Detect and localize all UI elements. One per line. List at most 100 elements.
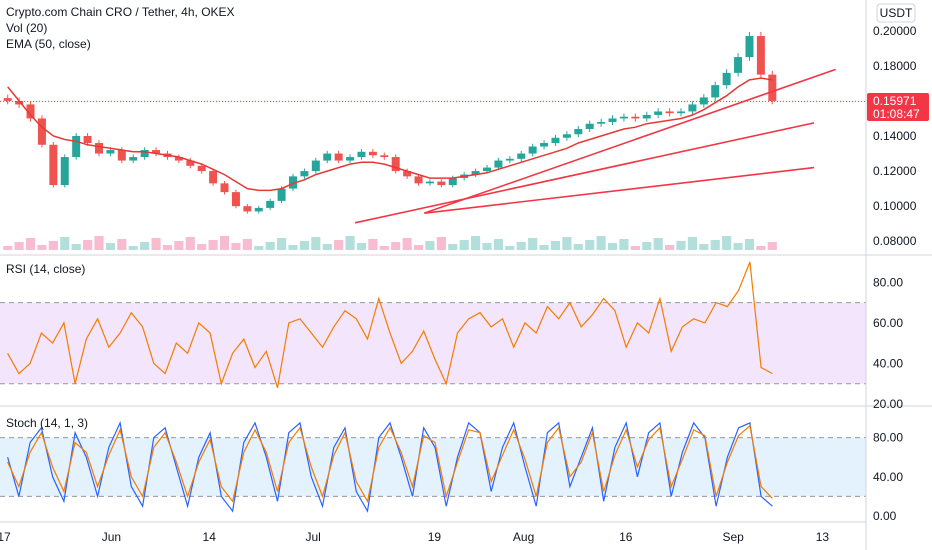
candle-body — [677, 111, 685, 114]
stoch-pane[interactable] — [0, 420, 866, 513]
candle-body — [619, 116, 628, 119]
candle-body — [106, 150, 115, 154]
volume-bar — [539, 245, 549, 250]
stoch-legend: Stoch (14, 1, 3) — [6, 416, 88, 430]
time-tick-label: 13 — [816, 530, 830, 544]
volume-bar — [197, 244, 207, 250]
candle-body — [37, 118, 46, 145]
volume-bar — [425, 241, 435, 250]
candle-body — [186, 160, 195, 166]
candle-body — [722, 72, 731, 86]
candle-body — [483, 167, 491, 172]
trendlines[interactable] — [354, 68, 836, 224]
volume-bar — [607, 243, 618, 250]
candle-body — [231, 192, 240, 207]
candle-body — [562, 134, 571, 138]
rsi-tick-label: 60.00 — [873, 316, 903, 330]
rsi-band — [0, 302, 866, 384]
price-tick-label: 0.20000 — [873, 24, 917, 38]
candle-body — [95, 143, 103, 154]
volume-bar — [585, 240, 595, 250]
price-pane[interactable] — [0, 31, 866, 250]
ema-line — [7, 77, 773, 192]
stoch-axis[interactable]: 80.00 40.00 0.00 — [873, 431, 903, 523]
volume-bar — [493, 239, 503, 250]
candle-body — [368, 151, 377, 156]
volume-bar — [436, 237, 446, 250]
candle-body — [437, 181, 446, 186]
stoch-d-line — [7, 424, 773, 503]
candle-body — [528, 146, 537, 154]
candle-body — [631, 116, 640, 119]
volume-bar — [356, 243, 367, 250]
price-tick-label: 0.14000 — [873, 129, 917, 143]
candle-body — [15, 100, 24, 105]
candle-body — [60, 157, 69, 186]
trendline[interactable] — [424, 68, 836, 214]
candle-body — [654, 111, 663, 115]
volume-bar — [151, 238, 161, 250]
time-axis[interactable]: 17 Jun 14 Jul 19 Aug 16 Sep 13 — [0, 530, 829, 544]
candle-body — [574, 128, 583, 135]
volume-bar — [345, 236, 355, 250]
volume-bar — [448, 244, 458, 250]
candle-body — [140, 150, 149, 158]
volume-bar — [322, 244, 332, 250]
candle-body — [83, 136, 92, 144]
volume-bar — [459, 240, 469, 250]
volume-bar — [767, 242, 777, 250]
candle-body — [699, 97, 708, 105]
rsi-pane[interactable] — [0, 261, 866, 388]
volume-bar — [505, 246, 515, 250]
volume-bar — [562, 237, 572, 250]
candle-body — [26, 104, 35, 119]
price-axis[interactable]: 0.20000 0.18000 0.14000 0.12000 0.10000 0.080… — [873, 24, 917, 248]
candle-body — [768, 74, 777, 101]
volume-bar — [242, 239, 252, 250]
trendline[interactable] — [354, 122, 815, 224]
volume-bar — [277, 238, 287, 250]
candle-body — [711, 85, 720, 98]
currency-label: USDT — [880, 6, 913, 20]
volume-bar — [25, 238, 36, 250]
candle-body — [346, 157, 355, 161]
currency-button[interactable]: USDT — [876, 3, 916, 23]
time-tick-label: 16 — [619, 530, 633, 544]
candle-body — [745, 36, 754, 58]
rsi-tick-label: 80.00 — [873, 275, 903, 289]
candle-body — [49, 144, 58, 186]
volume-bar — [368, 239, 378, 250]
volume-bar — [162, 245, 173, 250]
price-tick-label: 0.12000 — [873, 164, 917, 178]
volume-bar — [687, 237, 697, 250]
volume-bar — [71, 244, 81, 250]
volume-bar — [710, 240, 720, 250]
last-price-value: 0.15971 — [873, 94, 917, 108]
candle-body — [471, 171, 480, 175]
candle-body — [665, 111, 674, 114]
rsi-line — [7, 261, 773, 388]
volume-bar — [94, 236, 104, 250]
volume-bar — [140, 242, 150, 250]
volume-bar — [630, 246, 640, 250]
price-tick-label: 0.18000 — [873, 59, 917, 73]
candle-body — [391, 157, 400, 172]
volume-bar — [413, 245, 424, 250]
trendline[interactable] — [424, 166, 815, 214]
rsi-axis[interactable]: 80.00 60.00 40.00 20.00 — [873, 275, 903, 411]
rsi-tick-label: 40.00 — [873, 356, 903, 370]
chart-title: Crypto.com Chain CRO / Tether, 4h, OKEX — [6, 5, 235, 19]
volume-bar — [642, 242, 652, 250]
candle-body — [209, 171, 218, 184]
candle-body — [414, 176, 423, 184]
volume-bar — [550, 241, 561, 250]
candle-body — [174, 157, 183, 161]
volume-bar — [185, 237, 195, 250]
candle-body — [254, 207, 263, 212]
candle-body — [494, 160, 503, 168]
candle-body — [72, 136, 81, 158]
candle-body — [243, 206, 252, 212]
candle-body — [505, 158, 514, 161]
vol-legend: Vol (20) — [6, 21, 47, 35]
